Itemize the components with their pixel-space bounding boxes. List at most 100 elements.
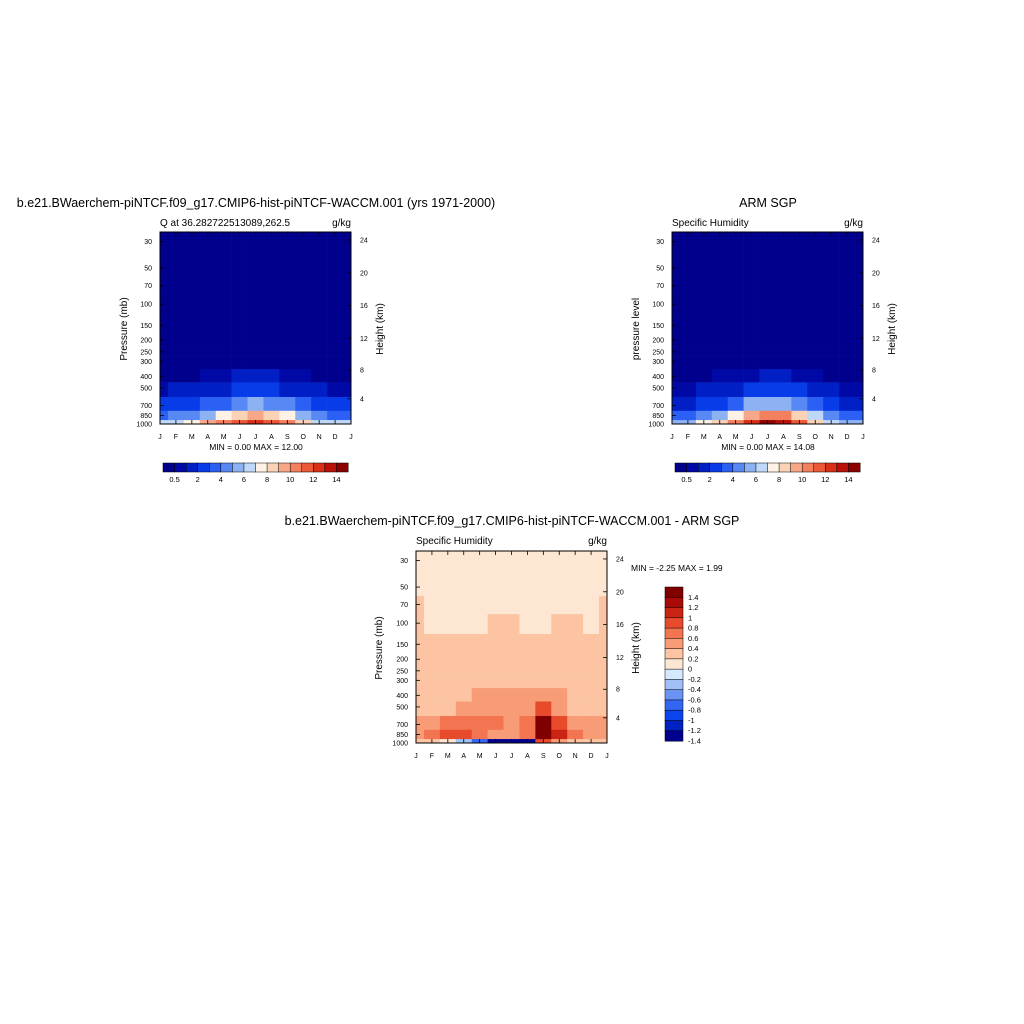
- x-tick-label: J: [414, 753, 418, 760]
- y-tick-label: 400: [396, 693, 408, 700]
- y2-tick-label: 12: [360, 336, 368, 343]
- y-tick-label: 30: [400, 558, 408, 565]
- heatmap-cell: [263, 294, 280, 315]
- heatmap-cell: [567, 651, 584, 666]
- heatmap-cell: [311, 396, 328, 411]
- heatmap-cell: [343, 382, 352, 397]
- heatmap-cell: [503, 551, 520, 575]
- heatmap-cell: [807, 276, 824, 296]
- heatmap-cell: [711, 332, 729, 347]
- heatmap-cell: [759, 382, 776, 397]
- heatmap-cell: [519, 715, 536, 730]
- heatmap-cell: [455, 613, 473, 634]
- heatmap-cell: [439, 715, 457, 730]
- heatmap-cell: [247, 232, 264, 256]
- heatmap-cell: [535, 715, 552, 730]
- heatmap-cell: [679, 276, 697, 296]
- colorbar-label: 10: [798, 475, 806, 484]
- heatmap-cell: [471, 715, 488, 730]
- heatmap-cell: [311, 314, 328, 334]
- y-tick-label: 400: [140, 374, 152, 381]
- colorbar-swatch: [848, 462, 861, 473]
- colorbar-swatch: [825, 462, 838, 473]
- heatmap-cell: [263, 410, 280, 421]
- colorbar-label: 4: [731, 475, 735, 484]
- heatmap-cell: [247, 314, 264, 334]
- heatmap-cell: [343, 232, 352, 256]
- heatmap-cell: [167, 314, 185, 334]
- heatmap-cell: [823, 382, 840, 397]
- y-tick-label: 50: [656, 266, 664, 273]
- colorbar-label: 8: [777, 475, 781, 484]
- heatmap-cell: [167, 382, 185, 397]
- colorbar-swatch: [664, 586, 684, 598]
- heatmap-cell: [231, 410, 248, 421]
- x-tick-label: F: [174, 434, 178, 441]
- x-tick-label: F: [686, 434, 690, 441]
- heatmap-cell: [311, 294, 328, 315]
- heatmap-cell: [855, 314, 864, 334]
- heatmap-cell: [311, 356, 328, 370]
- diff-y2-axis-label: Height (km): [631, 622, 642, 674]
- colorbar-swatch: [664, 699, 684, 711]
- heatmap-cell: [327, 332, 344, 347]
- heatmap-cell: [679, 346, 697, 357]
- colorbar-swatch: [801, 462, 815, 473]
- heatmap-cell: [416, 551, 425, 575]
- colorbar-swatch: [709, 462, 722, 473]
- x-tick-label: A: [269, 434, 274, 441]
- heatmap-cell: [455, 651, 473, 666]
- colorbar-swatch: [255, 462, 268, 473]
- heatmap-cell: [471, 651, 488, 666]
- heatmap-cell: [727, 382, 744, 397]
- heatmap-cell: [599, 551, 608, 575]
- heatmap-cell: [727, 410, 744, 421]
- heatmap-cell: [695, 368, 713, 383]
- heatmap-cell: [167, 356, 185, 370]
- colorbar-swatch: [664, 689, 684, 701]
- heatmap-cell: [711, 232, 729, 256]
- heatmap-cell: [711, 396, 729, 411]
- heatmap-cell: [599, 687, 608, 702]
- y-tick-label: 300: [140, 359, 152, 366]
- heatmap-cell: [727, 294, 744, 315]
- heatmap-cell: [583, 633, 600, 653]
- heatmap-cell: [215, 396, 232, 411]
- x-tick-label: M: [701, 434, 707, 441]
- colorbar-label: 1.4: [688, 593, 698, 602]
- heatmap-cell: [295, 332, 312, 347]
- heatmap-cell: [231, 382, 248, 397]
- heatmap-cell: [160, 346, 169, 357]
- colorbar-swatch: [664, 597, 684, 608]
- heatmap-cell: [839, 382, 856, 397]
- heatmap-cell: [672, 254, 681, 278]
- heatmap-cell: [183, 332, 201, 347]
- heatmap-cell: [775, 276, 792, 296]
- heatmap-cell: [343, 314, 352, 334]
- heatmap-cell: [327, 294, 344, 315]
- heatmap-cell: [711, 356, 729, 370]
- heatmap-cell: [279, 346, 296, 357]
- heatmap-cell: [471, 573, 488, 597]
- heatmap-cell: [215, 356, 232, 370]
- heatmap-cell: [471, 595, 488, 615]
- heatmap-cell: [343, 419, 352, 425]
- heatmap-cell: [503, 701, 520, 716]
- heatmap-cell: [160, 396, 169, 411]
- heatmap-cell: [295, 276, 312, 296]
- heatmap-cell: [839, 356, 856, 370]
- heatmap-cell: [743, 232, 760, 256]
- y-tick-label: 50: [400, 585, 408, 592]
- heatmap-cell: [839, 232, 856, 256]
- heatmap-cell: [695, 382, 713, 397]
- heatmap-cell: [455, 551, 473, 575]
- heatmap-cell: [759, 396, 776, 411]
- heatmap-cell: [711, 314, 729, 334]
- colorbar-swatch: [697, 462, 711, 473]
- heatmap-cell: [759, 232, 776, 256]
- heatmap-cell: [487, 613, 504, 634]
- heatmap-cell: [823, 232, 840, 256]
- heatmap-cell: [311, 382, 328, 397]
- heatmap-cell: [791, 332, 808, 347]
- heatmap-cell: [583, 551, 600, 575]
